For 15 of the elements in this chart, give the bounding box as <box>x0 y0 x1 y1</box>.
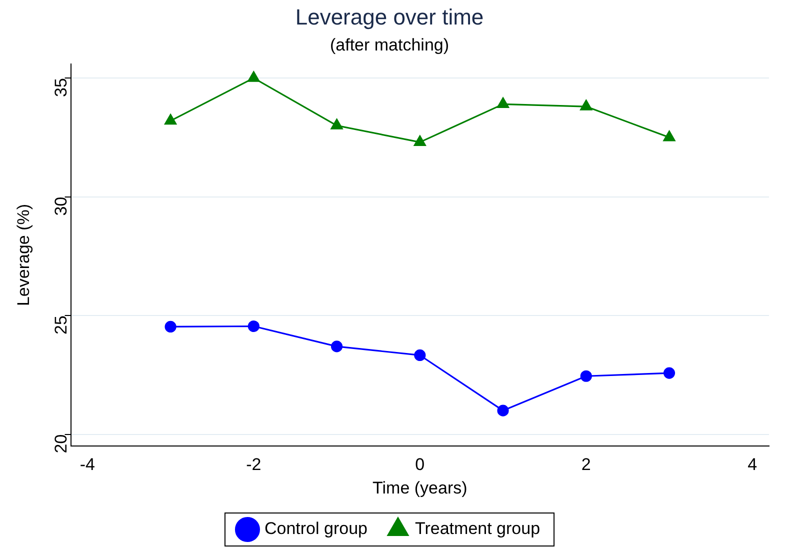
y-tick-label: 25 <box>51 316 70 334</box>
y-tick-label: 35 <box>51 78 70 97</box>
x-axis-title: Time (years) <box>372 478 468 498</box>
y-tick-label: 20 <box>51 434 70 454</box>
legend-label: Treatment group <box>414 519 540 538</box>
x-tick-label: 2 <box>581 455 591 474</box>
x-tick-label: 0 <box>415 455 425 474</box>
chart-subtitle: (after matching) <box>330 35 450 54</box>
y-axis-title: Leverage (%) <box>14 204 33 306</box>
x-tick-label: -4 <box>80 455 95 474</box>
x-tick-label: -2 <box>246 455 262 474</box>
y-tick-label: 30 <box>51 196 70 216</box>
chart-title: Leverage over time <box>295 4 484 30</box>
x-tick-label: 4 <box>748 455 758 474</box>
legend-label: Control group <box>264 519 368 538</box>
